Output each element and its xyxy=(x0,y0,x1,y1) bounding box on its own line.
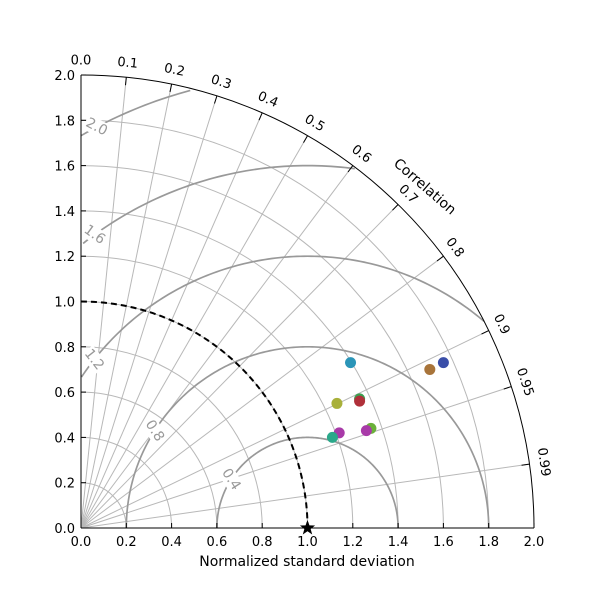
rms-contour-label-bg-0 xyxy=(217,464,245,495)
rms-contour-label-0: 0.4 xyxy=(218,466,243,493)
std-grid-arc-8 xyxy=(80,165,444,529)
std-grid-arc-4 xyxy=(80,346,263,529)
corr-tick-label-8: 0.8 xyxy=(442,235,466,261)
x-tick-label-0: 0.0 xyxy=(71,535,92,550)
corr-tick-3 xyxy=(214,95,218,104)
corr-tick-11 xyxy=(521,463,530,466)
y-tick-label-4: 0.8 xyxy=(54,341,75,356)
corr-tick-label-11: 0.99 xyxy=(534,447,553,478)
corr-tick-9 xyxy=(481,330,489,335)
x-tick-label-7: 1.4 xyxy=(388,535,409,550)
std-grid-arc-3 xyxy=(80,391,218,529)
x-axis-label: Normalized standard deviation xyxy=(199,554,414,570)
rms-contour-label-bg-1 xyxy=(141,416,168,446)
corr-tick-label-9: 0.9 xyxy=(490,312,513,337)
plot-frame xyxy=(80,74,535,529)
corr-tick-label-10: 0.95 xyxy=(513,366,536,398)
corr-tick-4 xyxy=(258,112,263,121)
corr-tick-label-4: 0.4 xyxy=(255,89,280,111)
rms-contour-label-2: 1.2 xyxy=(81,346,107,373)
rms-contour-2 xyxy=(80,255,485,378)
corr-tick-label-1: 0.1 xyxy=(117,55,139,72)
corr-tick-label-6: 0.6 xyxy=(348,142,374,166)
y-tick-label-2: 0.4 xyxy=(54,431,75,446)
corr-tick-2 xyxy=(169,84,173,93)
corr-tick-6 xyxy=(347,165,354,173)
std-grid-arc-6 xyxy=(80,255,354,529)
reference-arc xyxy=(80,300,309,529)
outer-arc xyxy=(80,74,535,529)
y-tick-label-10: 2.0 xyxy=(54,69,75,84)
corr-ray-8 xyxy=(80,255,444,529)
corr-tick-10 xyxy=(503,386,512,390)
corr-ray-3 xyxy=(80,95,218,529)
data-point-0 xyxy=(437,357,449,369)
corr-ray-5 xyxy=(80,135,308,529)
rms-contour-label-1: 0.8 xyxy=(142,417,167,444)
y-tick-label-6: 1.2 xyxy=(54,250,75,265)
y-tick-label-3: 0.6 xyxy=(54,386,75,401)
x-tick-label-9: 1.8 xyxy=(478,535,499,550)
y-tick-label-9: 1.8 xyxy=(54,114,75,129)
data-point-2 xyxy=(345,357,357,369)
x-tick-label-10: 2.0 xyxy=(524,535,545,550)
reference-std-arc xyxy=(80,300,309,529)
y-tick-label-7: 1.4 xyxy=(54,205,75,220)
std-grid-arc-9 xyxy=(80,119,490,529)
rms-contour-label-bg-2 xyxy=(80,345,108,375)
reference-star-marker xyxy=(299,520,316,535)
x-tick-label-8: 1.6 xyxy=(433,535,454,550)
y-tick-label-8: 1.6 xyxy=(54,160,75,175)
rms-contour-label-4: 2.0 xyxy=(83,115,110,140)
corr-tick-label-3: 0.3 xyxy=(209,72,233,93)
x-tick-label-1: 0.2 xyxy=(116,535,137,550)
std-grid-arc-7 xyxy=(80,210,399,529)
data-point-9 xyxy=(326,431,338,443)
data-point-7 xyxy=(360,425,372,437)
corr-tick-label-2: 0.2 xyxy=(163,61,186,80)
x-tick-label-5: 1.0 xyxy=(297,535,318,550)
data-point-1 xyxy=(424,363,436,375)
x-tick-label-3: 0.6 xyxy=(207,535,228,550)
data-point-5 xyxy=(331,397,343,409)
y-tick-label-5: 1.0 xyxy=(54,296,75,311)
corr-tick-5 xyxy=(303,135,308,143)
corr-tick-1 xyxy=(125,77,127,86)
data-points xyxy=(299,357,449,535)
corr-tick-8 xyxy=(436,255,444,262)
corr-tick-label-5: 0.5 xyxy=(302,112,327,135)
rms-contour-label-3: 1.6 xyxy=(81,222,108,248)
corr-tick-7 xyxy=(392,204,399,211)
x-tick-label-2: 0.4 xyxy=(161,535,182,550)
y-tick-label-1: 0.2 xyxy=(54,477,75,492)
rms-contour-label-bg-3 xyxy=(79,221,110,249)
grid-layer xyxy=(80,77,530,529)
x-tick-label-4: 0.8 xyxy=(252,535,273,550)
corr-tick-label-0: 0.0 xyxy=(71,54,92,69)
rms-contour-label-bg-4 xyxy=(82,114,112,140)
x-tick-label-6: 1.2 xyxy=(342,535,363,550)
rms-contour-3 xyxy=(82,164,355,245)
data-point-4 xyxy=(354,395,366,407)
y-tick-label-0: 0.0 xyxy=(54,522,75,537)
